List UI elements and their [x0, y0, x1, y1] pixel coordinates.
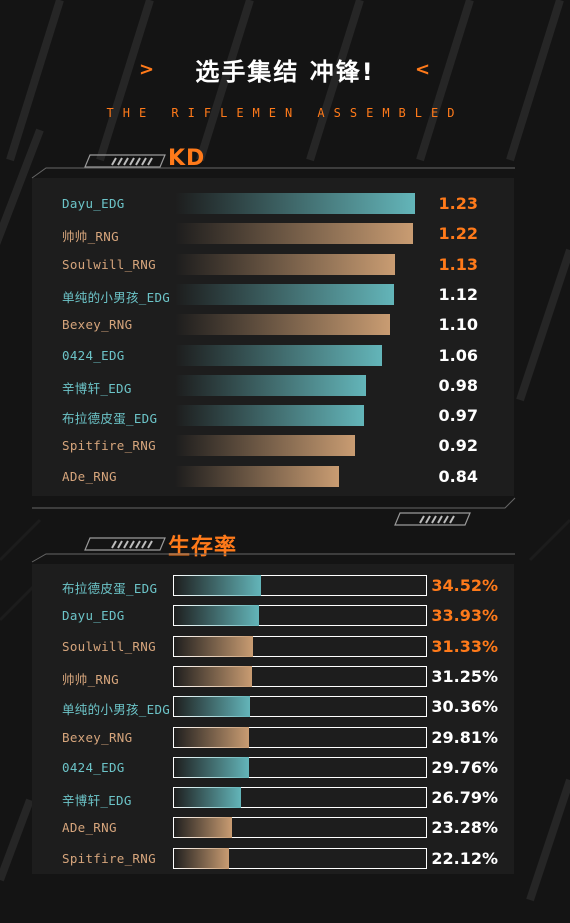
kd-row-label: 0424_EDG [62, 347, 125, 363]
survival-value-label: 26.79% [431, 788, 498, 808]
survival-chart-panel [32, 564, 514, 874]
kd-bar [175, 344, 382, 366]
kd-row-label: 辛博轩_EDG [62, 380, 132, 396]
kd-row-label: 单纯的小男孩_EDG [62, 289, 171, 305]
survival-bar-fill [173, 817, 233, 839]
kd-chart: Dayu_EDG 1.23 帅帅_RNG 1.22 Soulwill_RNG 1.13 单纯… [62, 193, 478, 487]
survival-value-label: 31.25% [431, 666, 498, 686]
survival-bar-fill [173, 635, 253, 657]
survival-bar-fill [173, 787, 242, 809]
survival-row-label: Soulwill_RNG [62, 638, 156, 654]
kd-value-label: 1.10 [438, 315, 478, 335]
survival-value-label: 33.93% [431, 606, 498, 626]
survival-section-title: 生存率 [168, 535, 238, 560]
kd-bar [175, 405, 365, 427]
survival-bar-fill [173, 575, 261, 596]
survival-row-label: 0424_EDG [62, 759, 125, 775]
kd-row-label: Soulwill_RNG [62, 256, 156, 272]
survival-value-label: 23.28% [431, 818, 498, 838]
kd-bar [175, 435, 355, 457]
kd-section-frame [31, 154, 516, 526]
right-chevron-icon: < [415, 59, 431, 80]
kd-value-label: 0.97 [438, 406, 478, 426]
survival-bar-fill [173, 665, 253, 687]
kd-value-label: 1.13 [438, 254, 478, 274]
page-title: 选手集结 冲锋! [195, 58, 375, 86]
kd-row-label: 布拉德皮蛋_EDG [62, 411, 158, 427]
kd-value-label: 0.84 [438, 466, 478, 486]
survival-value-label: 34.52% [431, 576, 498, 595]
kd-value-label: 0.98 [438, 375, 478, 395]
kd-row-label: 帅帅_RNG [62, 229, 119, 245]
survival-value-label: 30.36% [431, 697, 498, 717]
kd-bar [175, 374, 367, 396]
kd-value-label: 1.22 [438, 224, 478, 244]
kd-value-label: 1.23 [438, 194, 478, 213]
survival-value-label: 22.12% [431, 848, 498, 868]
survival-row-label: 单纯的小男孩_EDG [62, 702, 171, 718]
survival-row-label: ADe_RNG [62, 820, 117, 836]
kd-value-label: 1.06 [438, 345, 478, 365]
survival-value-label: 29.81% [431, 727, 498, 747]
kd-bar [175, 193, 415, 214]
kd-section-title: KD [168, 146, 206, 171]
survival-row-label: Bexey_RNG [62, 729, 133, 745]
survival-bar-fill [173, 726, 249, 748]
survival-row-label: Dayu_EDG [62, 608, 125, 624]
survival-row-label: 辛博轩_EDG [62, 793, 132, 809]
survival-row-label: Spitfire_RNG [62, 850, 156, 866]
kd-bar [175, 314, 390, 336]
kd-bar [175, 253, 396, 275]
kd-value-label: 0.92 [438, 436, 478, 456]
survival-bar-fill [173, 605, 260, 627]
survival-value-label: 31.33% [431, 636, 498, 656]
kd-bar [175, 223, 414, 245]
survival-bar-fill [173, 847, 230, 869]
survival-bar-fill [173, 696, 251, 718]
kd-bar [175, 283, 394, 305]
left-chevron-icon: > [139, 59, 155, 80]
survival-bar-fill [173, 756, 249, 778]
survival-value-label: 29.76% [431, 757, 498, 777]
kd-row-label: Dayu_EDG [62, 196, 125, 211]
kd-bar [175, 465, 339, 487]
page-subtitle: THE RIFLEMEN ASSEMBLED [106, 106, 464, 120]
kd-row-label: Spitfire_RNG [62, 438, 156, 454]
kd-row-label: Bexey_RNG [62, 317, 133, 333]
kd-row-label: ADe_RNG [62, 468, 117, 484]
survival-row-label: 帅帅_RNG [62, 671, 119, 687]
kd-value-label: 1.12 [438, 284, 478, 304]
survival-row-label: 布拉德皮蛋_EDG [62, 581, 158, 596]
